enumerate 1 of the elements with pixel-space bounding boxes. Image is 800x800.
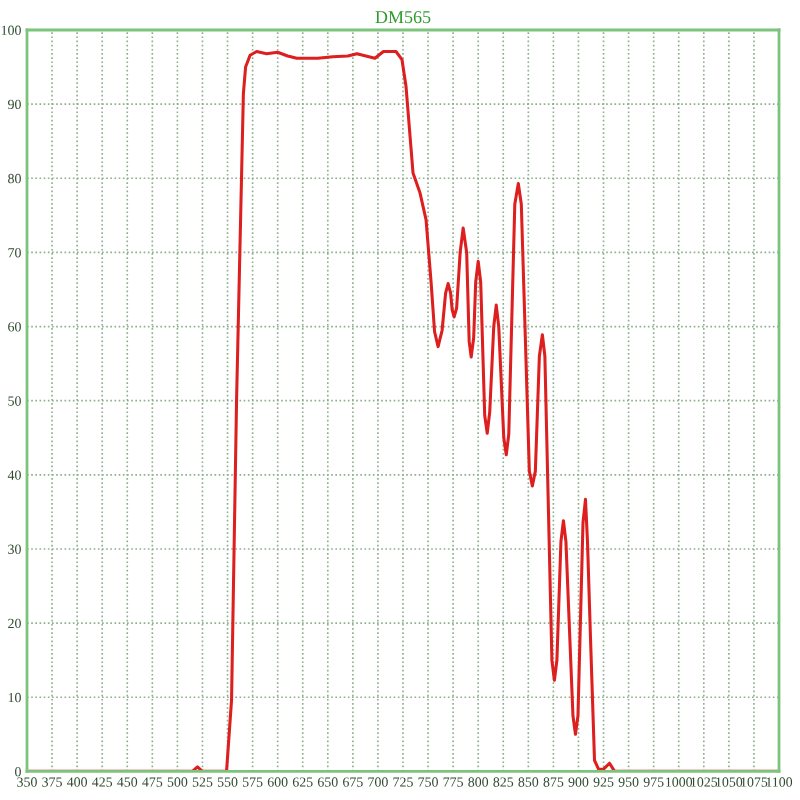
chart-title: DM565 xyxy=(375,11,431,24)
